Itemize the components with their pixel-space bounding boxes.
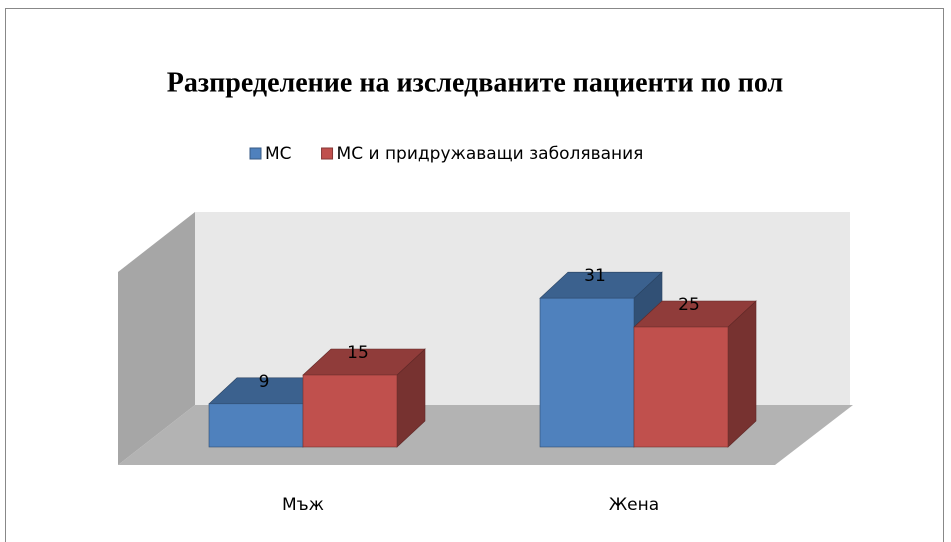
data-label: 9: [259, 372, 270, 392]
bar-front: [633, 326, 729, 448]
data-label: 25: [678, 295, 700, 315]
bar-front: [208, 403, 304, 448]
legend-label: МС: [265, 144, 292, 164]
bar: [302, 348, 426, 448]
chart-title: Разпределение на изследваните пациенти п…: [167, 67, 783, 98]
data-label: 15: [347, 343, 369, 363]
bar-front: [539, 297, 635, 448]
data-label: 31: [584, 266, 606, 286]
side-wall: [118, 212, 195, 465]
x-tick-label: Жена: [609, 495, 659, 515]
x-tick-label: Мъж: [282, 495, 324, 515]
bar-front: [302, 374, 398, 448]
legend-label: МС и придружаващи заболявания: [337, 144, 644, 164]
bar: [633, 300, 757, 448]
legend-swatch: [321, 147, 334, 160]
legend-swatch: [249, 147, 262, 160]
